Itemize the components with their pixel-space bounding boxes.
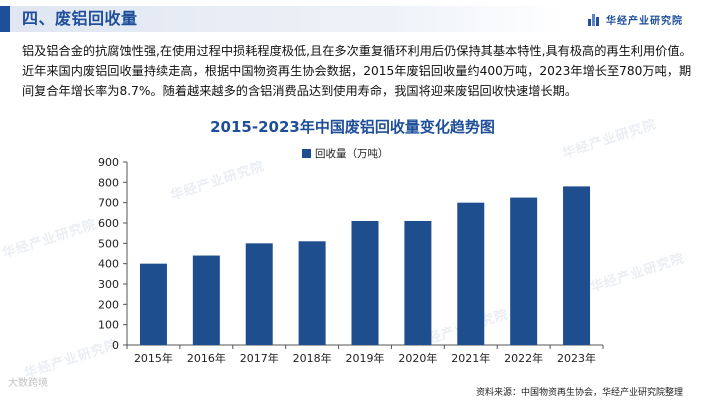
y-tick-label: 700: [98, 197, 119, 210]
brand: 华经产业研究院: [588, 12, 683, 27]
x-tick-label: 2016年: [187, 351, 226, 365]
bar: [510, 197, 538, 345]
x-tick-label: 2020年: [398, 351, 437, 365]
legend-swatch: [302, 149, 311, 158]
legend-label: 回收量（万吨）: [315, 148, 389, 160]
bar: [139, 263, 167, 345]
x-tick-label: 2015年: [134, 351, 173, 365]
bar: [351, 220, 379, 345]
brand-name: 华经产业研究院: [606, 16, 683, 27]
bar: [563, 186, 591, 345]
chart-legend: 回收量（万吨）: [302, 146, 389, 161]
bar: [404, 220, 432, 345]
corner-watermark: 大数跨境: [8, 378, 48, 389]
bar: [245, 243, 273, 345]
x-tick-label: 2017年: [240, 351, 279, 365]
bar: [192, 255, 220, 345]
bar: [298, 241, 326, 345]
y-tick-label: 500: [98, 237, 119, 250]
y-tick-label: 0: [112, 339, 119, 352]
x-tick-label: 2022年: [504, 351, 543, 365]
page-title: 四、废铝回收量: [22, 9, 138, 28]
source-note: 资料来源：中国物资再生协会，华经产业研究院整理: [475, 388, 683, 398]
header-bar: [0, 6, 705, 32]
y-tick-label: 600: [98, 217, 119, 230]
x-tick-label: 2021年: [451, 351, 490, 365]
y-tick-label: 800: [98, 176, 119, 189]
y-tick-label: 200: [98, 298, 119, 311]
bar: [457, 202, 485, 345]
x-tick-label: 2018年: [293, 351, 332, 365]
y-tick-label: 100: [98, 319, 119, 332]
header-accent: [0, 6, 10, 32]
x-tick-label: 2023年: [557, 351, 596, 365]
y-tick-label: 400: [98, 258, 119, 271]
chart-title: 2015-2023年中国废铝回收量变化趋势图: [210, 118, 495, 136]
y-tick-label: 300: [98, 278, 119, 291]
intro-paragraph: 铝及铝合金的抗腐蚀性强,在使用过程中损耗程度极低,且在多次重复循环利用后仍保持其…: [22, 44, 692, 98]
brand-logo-icon: [588, 13, 600, 26]
x-tick-label: 2019年: [346, 351, 385, 365]
y-tick-label: 900: [98, 156, 119, 169]
